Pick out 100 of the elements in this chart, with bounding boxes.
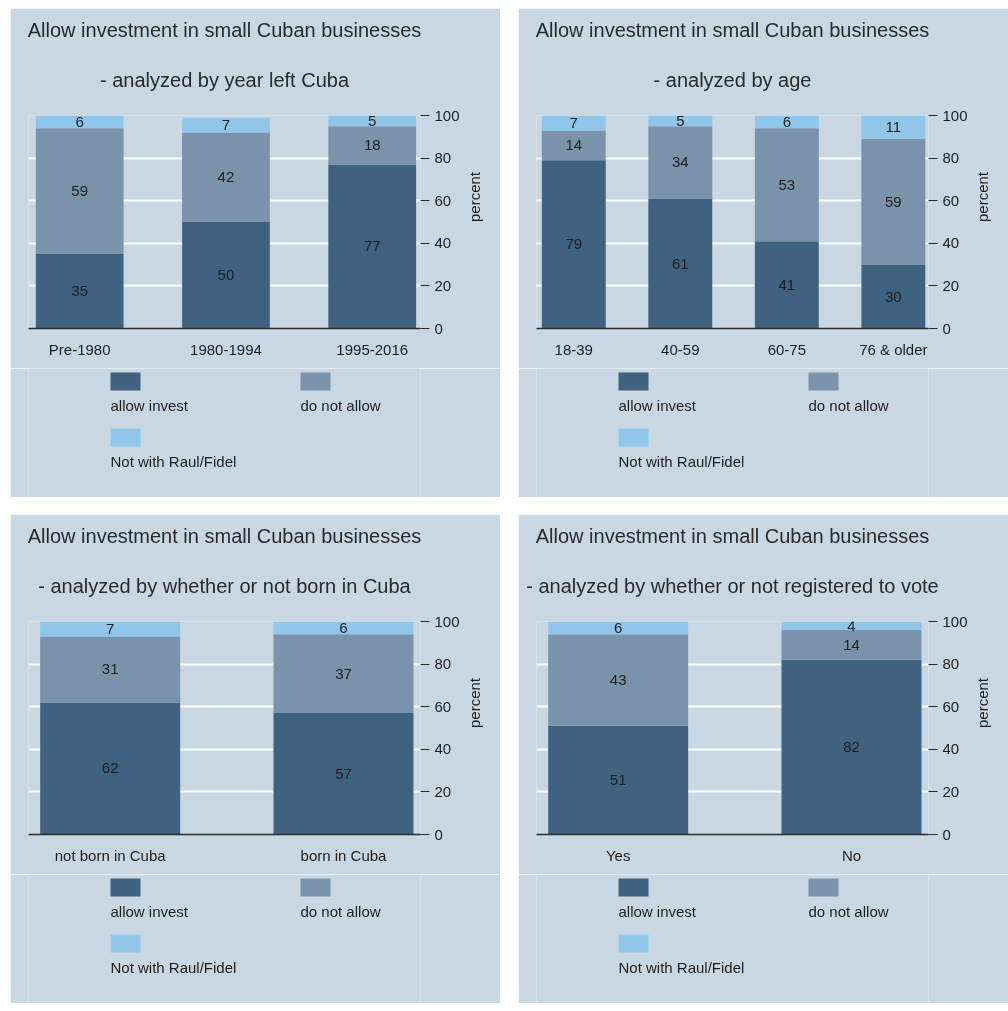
data-label: 35 bbox=[71, 282, 89, 300]
data-label: 30 bbox=[885, 287, 902, 305]
legend-label: allow invest bbox=[618, 902, 697, 920]
y-tick-label: 100 bbox=[434, 106, 460, 124]
y-tick-label: 20 bbox=[434, 782, 452, 800]
y-axis-title: percent bbox=[974, 677, 992, 728]
y-tick-label: 40 bbox=[942, 740, 960, 758]
data-label: 53 bbox=[778, 175, 796, 193]
y-tick-label: 100 bbox=[942, 612, 968, 630]
data-label: 59 bbox=[71, 182, 89, 200]
x-tick-label: not born in Cuba bbox=[54, 846, 167, 864]
legend-label: do not allow bbox=[808, 396, 889, 414]
y-tick-label: 80 bbox=[434, 149, 452, 167]
x-tick-label: 76 & older bbox=[859, 340, 928, 358]
legend-label: allow invest bbox=[110, 396, 189, 414]
legend-label: do not allow bbox=[300, 396, 381, 414]
y-tick-label: 80 bbox=[434, 655, 452, 673]
data-label: 31 bbox=[101, 660, 119, 678]
data-label: 18 bbox=[363, 136, 381, 154]
x-tick-label: 1995-2016 bbox=[336, 340, 409, 358]
data-label: 6 bbox=[782, 112, 791, 130]
y-tick-label: 40 bbox=[942, 234, 960, 252]
bar bbox=[861, 264, 926, 329]
bar bbox=[182, 132, 270, 222]
y-tick-label: 40 bbox=[434, 234, 452, 252]
bar bbox=[541, 160, 606, 329]
data-label: 50 bbox=[217, 266, 235, 284]
bar bbox=[40, 621, 181, 637]
y-tick-label: 80 bbox=[942, 149, 960, 167]
data-label: 82 bbox=[843, 738, 860, 756]
y-tick-label: 0 bbox=[434, 319, 443, 337]
data-label: 51 bbox=[609, 771, 627, 789]
data-label: 59 bbox=[885, 192, 902, 210]
bar bbox=[548, 725, 689, 835]
data-label: 57 bbox=[335, 764, 352, 782]
y-tick-label: 20 bbox=[942, 782, 960, 800]
bar bbox=[40, 636, 181, 703]
bar bbox=[328, 164, 417, 329]
bar bbox=[182, 222, 270, 329]
data-label: 6 bbox=[339, 618, 348, 636]
bar bbox=[541, 115, 606, 131]
chart-subtitle: - analyzed by whether or not born in Cuba bbox=[38, 574, 412, 597]
x-tick-label: 40-59 bbox=[661, 340, 700, 358]
x-tick-label: 18-39 bbox=[554, 340, 593, 358]
y-tick-label: 60 bbox=[434, 191, 452, 209]
data-label: 11 bbox=[885, 118, 902, 136]
y-tick-label: 80 bbox=[942, 655, 960, 673]
x-tick-label: Yes bbox=[605, 846, 631, 864]
y-tick-label: 0 bbox=[434, 825, 443, 843]
bar bbox=[273, 713, 414, 835]
y-tick-label: 100 bbox=[942, 106, 968, 124]
data-label: 6 bbox=[75, 112, 84, 130]
y-tick-label: 40 bbox=[434, 740, 452, 758]
bar bbox=[328, 126, 417, 165]
data-label: 6 bbox=[614, 618, 623, 636]
bar bbox=[273, 621, 414, 635]
legend-label: do not allow bbox=[300, 902, 381, 920]
y-tick-label: 20 bbox=[434, 276, 452, 294]
legend-label: Not with Raul/Fidel bbox=[618, 452, 745, 470]
legend-label: Not with Raul/Fidel bbox=[110, 452, 237, 470]
bar bbox=[754, 128, 819, 242]
data-label: 37 bbox=[335, 664, 352, 682]
data-label: 14 bbox=[843, 635, 860, 653]
chart-subtitle: - analyzed by age bbox=[653, 68, 812, 91]
data-label: 7 bbox=[569, 113, 578, 131]
y-axis-title: percent bbox=[466, 171, 484, 222]
chart-title: Allow investment in small Cuban businesses bbox=[535, 524, 930, 547]
chart-title: Allow investment in small Cuban businesses bbox=[535, 18, 930, 41]
data-label: 14 bbox=[565, 136, 583, 154]
chart-subtitle: - analyzed by year left Cuba bbox=[99, 68, 350, 91]
data-label: 7 bbox=[106, 619, 115, 637]
data-label: 5 bbox=[368, 111, 377, 129]
data-label: 41 bbox=[778, 275, 796, 293]
bar bbox=[754, 241, 819, 329]
chart-title: Allow investment in small Cuban businesses bbox=[27, 18, 422, 41]
data-label: 62 bbox=[101, 759, 119, 777]
y-tick-label: 60 bbox=[942, 697, 960, 715]
y-tick-label: 100 bbox=[434, 612, 460, 630]
data-label: 7 bbox=[221, 116, 231, 134]
bar bbox=[781, 621, 922, 631]
bar bbox=[40, 702, 181, 835]
x-tick-label: Pre-1980 bbox=[48, 340, 111, 358]
bar bbox=[35, 128, 124, 254]
y-tick-label: 60 bbox=[434, 697, 452, 715]
legend-label: Not with Raul/Fidel bbox=[618, 958, 745, 976]
data-label: 34 bbox=[671, 153, 689, 171]
data-label: 42 bbox=[217, 168, 235, 186]
bar bbox=[35, 253, 124, 329]
x-tick-label: 60-75 bbox=[767, 340, 807, 358]
y-axis-title: percent bbox=[466, 677, 484, 728]
legend-label: Not with Raul/Fidel bbox=[110, 958, 237, 976]
bar bbox=[182, 117, 270, 133]
data-label: 43 bbox=[609, 671, 627, 689]
bar bbox=[648, 198, 713, 329]
bar bbox=[861, 115, 926, 139]
y-tick-label: 20 bbox=[942, 276, 960, 294]
bar bbox=[548, 621, 689, 635]
chart-title: Allow investment in small Cuban businesses bbox=[27, 524, 422, 547]
x-tick-label: No bbox=[841, 846, 862, 864]
bar bbox=[541, 130, 606, 161]
